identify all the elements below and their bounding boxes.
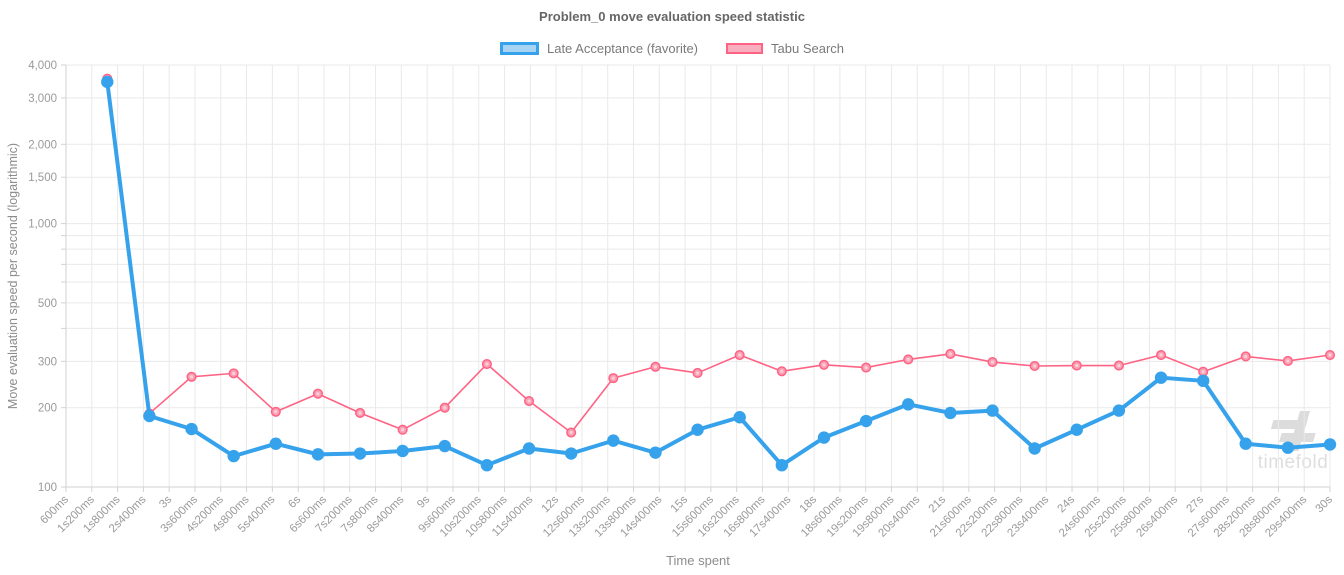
data-point-core — [738, 353, 742, 357]
data-point-core — [527, 399, 531, 403]
y-tick-label: 200 — [38, 403, 57, 415]
tabu-search-swatch-icon — [726, 43, 764, 54]
data-point-core — [1286, 359, 1290, 363]
x-tick-label: 24s — [1056, 493, 1078, 515]
data-point-marker[interactable] — [311, 448, 325, 461]
data-point-marker[interactable] — [480, 458, 494, 472]
chart-title: Problem_0 move evaluation speed statisti… — [539, 9, 805, 24]
series-late-acceptance-favorite — [101, 75, 1337, 472]
data-point-marker[interactable] — [522, 442, 536, 455]
late-acceptance-swatch-icon — [499, 42, 539, 55]
data-point-marker[interactable] — [396, 444, 409, 458]
data-point-core — [906, 357, 910, 362]
data-point-core — [1328, 353, 1332, 357]
y-tick-label: 300 — [38, 356, 57, 368]
legend-item-tabu-search[interactable]: Tabu Search — [726, 41, 844, 56]
data-point-core — [948, 352, 952, 356]
data-point-marker[interactable] — [227, 449, 240, 463]
data-point-marker[interactable] — [101, 75, 114, 89]
data-point-core — [316, 392, 320, 396]
data-point-core — [443, 406, 447, 410]
watermark-text: timefold — [1257, 452, 1329, 473]
y-tick-label: 4,000 — [28, 60, 57, 72]
data-point-marker[interactable] — [859, 414, 873, 428]
data-point-marker[interactable] — [1112, 404, 1126, 417]
data-point-core — [274, 410, 278, 414]
data-point-core — [1033, 364, 1037, 368]
data-point-marker[interactable] — [564, 447, 578, 460]
data-point-marker[interactable] — [649, 446, 662, 459]
data-point-marker[interactable] — [1154, 371, 1168, 384]
data-point-core — [232, 371, 236, 375]
x-tick-label: 3s — [157, 493, 174, 510]
data-point-marker[interactable] — [1323, 438, 1337, 451]
x-tick-label: 27s — [1185, 493, 1207, 515]
y-tick-label: 1,000 — [28, 219, 57, 231]
data-point-marker[interactable] — [353, 447, 367, 460]
data-point-core — [569, 430, 573, 435]
data-point-marker[interactable] — [438, 439, 451, 453]
y-tick-label: 1,500 — [28, 172, 57, 184]
data-point-core — [1075, 363, 1079, 368]
data-point-core — [653, 365, 658, 369]
data-point-marker[interactable] — [733, 411, 746, 424]
legend-item-late-acceptance[interactable]: Late Acceptance (favorite) — [499, 41, 699, 56]
data-point-core — [1159, 353, 1163, 357]
data-point-marker[interactable] — [902, 398, 915, 411]
y-tick-label: 3,000 — [28, 93, 57, 105]
data-point-marker[interactable] — [691, 423, 704, 436]
y-tick-label: 100 — [38, 482, 57, 494]
data-point-core — [864, 365, 868, 370]
data-point-marker[interactable] — [143, 409, 156, 423]
y-tick-label: 500 — [38, 298, 57, 310]
data-point-marker[interactable] — [817, 431, 831, 444]
data-point-marker[interactable] — [1070, 423, 1083, 436]
data-point-marker[interactable] — [1239, 437, 1252, 450]
data-point-marker[interactable] — [1028, 442, 1041, 455]
data-point-core — [189, 375, 194, 379]
legend-label-tabu-search: Tabu Search — [771, 41, 845, 56]
data-point-core — [358, 411, 362, 415]
data-point-marker[interactable] — [269, 437, 283, 450]
tabu-search-line — [106, 77, 1331, 434]
x-tick-label: 9s — [415, 493, 432, 510]
x-tick-label: 6s — [286, 493, 303, 510]
late-acceptance-favorite-line — [105, 79, 1332, 468]
data-point-core — [990, 360, 995, 364]
data-point-core — [822, 363, 826, 367]
x-tick-label: 21s — [927, 493, 949, 515]
x-axis-title: Time spent — [666, 553, 730, 568]
data-point-core — [485, 362, 489, 366]
data-point-core — [1244, 354, 1248, 359]
x-tick-label: 15s — [669, 493, 691, 515]
y-tick-label: 2,000 — [28, 139, 57, 151]
data-point-core — [401, 428, 405, 432]
data-point-core — [780, 369, 784, 373]
data-point-core — [695, 371, 700, 375]
data-point-marker[interactable] — [775, 458, 789, 472]
data-point-marker[interactable] — [944, 406, 957, 420]
data-point-marker[interactable] — [607, 434, 620, 447]
data-point-marker[interactable] — [1196, 374, 1210, 388]
legend-label-late-acceptance: Late Acceptance (favorite) — [546, 41, 699, 56]
data-point-marker[interactable] — [185, 422, 198, 436]
data-point-marker[interactable] — [1281, 441, 1295, 454]
data-point-core — [1117, 363, 1121, 368]
data-point-core — [611, 376, 615, 380]
chart-legend: Late Acceptance (favorite) Tabu Search — [0, 41, 1344, 56]
data-point-marker[interactable] — [986, 404, 999, 417]
data-point-core — [1201, 370, 1205, 374]
x-tick-label: 18s — [798, 493, 820, 515]
x-tick-label: 12s — [540, 493, 562, 515]
x-tick-label: 30s — [1314, 493, 1336, 515]
